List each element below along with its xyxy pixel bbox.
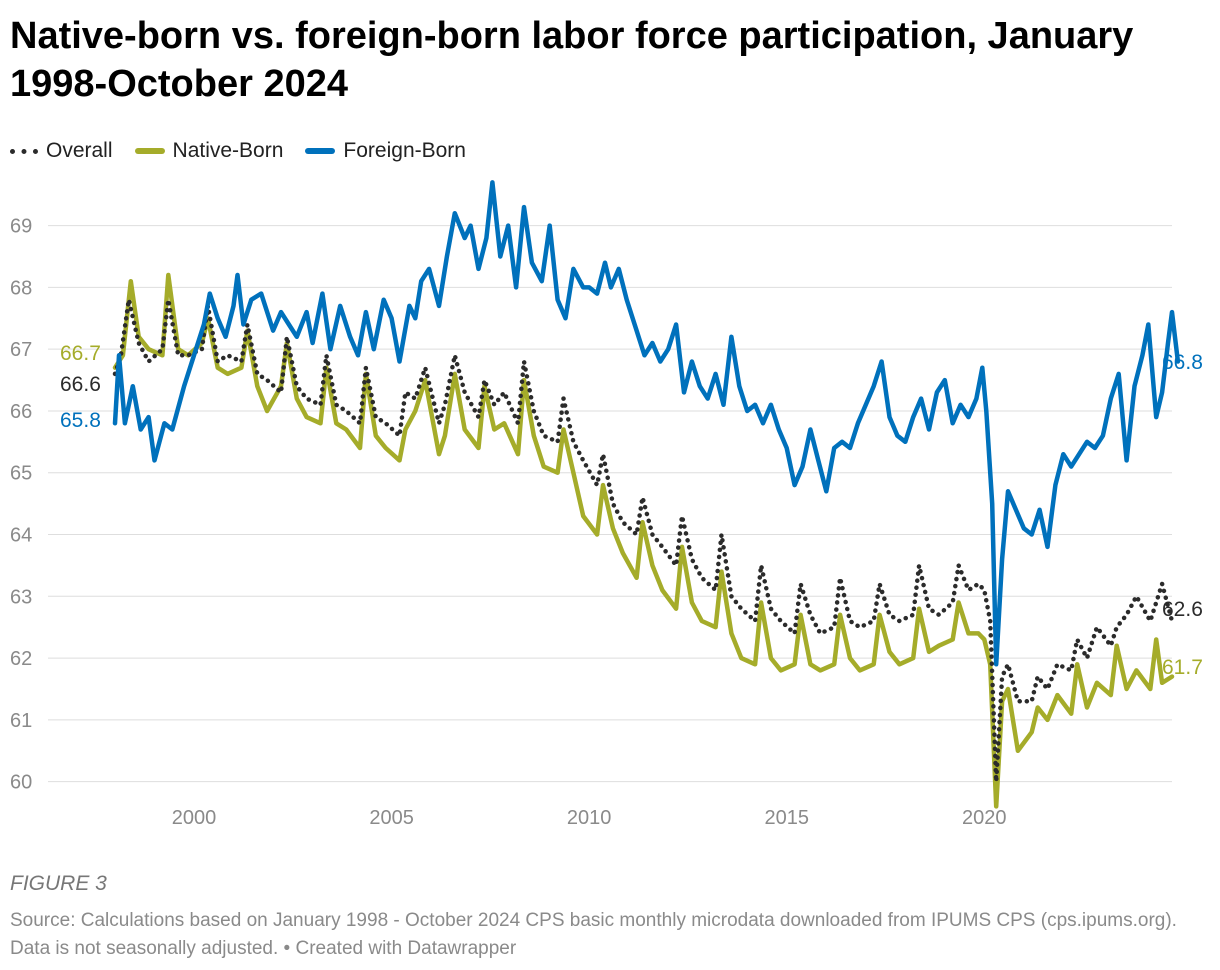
- y-tick-label: 65: [10, 463, 32, 485]
- x-tick-label: 2000: [172, 807, 217, 829]
- y-tick-label: 61: [10, 710, 32, 732]
- legend-label-native-born: Native-Born: [172, 139, 284, 162]
- legend: Overall Native-Born Foreign-Born: [10, 137, 488, 165]
- legend-label-overall: Overall: [46, 139, 113, 162]
- figure-label: FIGURE 3: [10, 872, 107, 895]
- y-tick-label: 67: [10, 339, 32, 361]
- legend-item-foreign-born: Foreign-Born: [305, 139, 466, 163]
- legend-swatch-native-born: [134, 148, 165, 154]
- end-label-native-born: 61.7: [1162, 656, 1203, 679]
- y-tick-label: 69: [10, 216, 32, 238]
- legend-label-foreign-born: Foreign-Born: [343, 139, 466, 162]
- y-tick-label: 63: [10, 586, 32, 608]
- series-line-foreign-born: [112, 180, 1181, 667]
- end-label-overall: 62.6: [1162, 598, 1203, 621]
- end-labels: 66.6 62.6 66.7 61.7 65.8 66.8: [60, 342, 1203, 679]
- x-tick-label: 2005: [369, 807, 414, 829]
- series-line-overall: [112, 297, 1175, 784]
- start-label-native-born: 66.7: [60, 342, 101, 365]
- start-label-overall: 66.6: [60, 373, 101, 396]
- y-tick-label: 68: [10, 277, 32, 299]
- series-lines: [112, 180, 1181, 809]
- start-label-foreign-born: 65.8: [60, 409, 101, 432]
- legend-item-overall: Overall: [10, 139, 113, 163]
- y-tick-label: 66: [10, 401, 32, 423]
- end-label-foreign-born: 66.8: [1162, 351, 1203, 374]
- legend-item-native-born: Native-Born: [134, 139, 284, 163]
- legend-swatch-overall: [10, 148, 38, 154]
- line-chart: 60 61 62 63 64 65 66 67 68 69 2000 2005 2010 2015 2020…: [10, 180, 1203, 829]
- legend-swatch-foreign-born: [305, 148, 336, 154]
- x-tick-label: 2020: [962, 807, 1007, 829]
- x-tick-label: 2015: [764, 807, 809, 829]
- source-note: Source: Calculations based on January 19…: [10, 910, 1177, 959]
- y-tick-label: 60: [10, 772, 32, 794]
- chart-title: Native-born vs. foreign-born labor force…: [10, 15, 1134, 105]
- y-tick-label: 64: [10, 525, 32, 547]
- x-tick-label: 2010: [567, 807, 612, 829]
- y-tick-label: 62: [10, 648, 32, 670]
